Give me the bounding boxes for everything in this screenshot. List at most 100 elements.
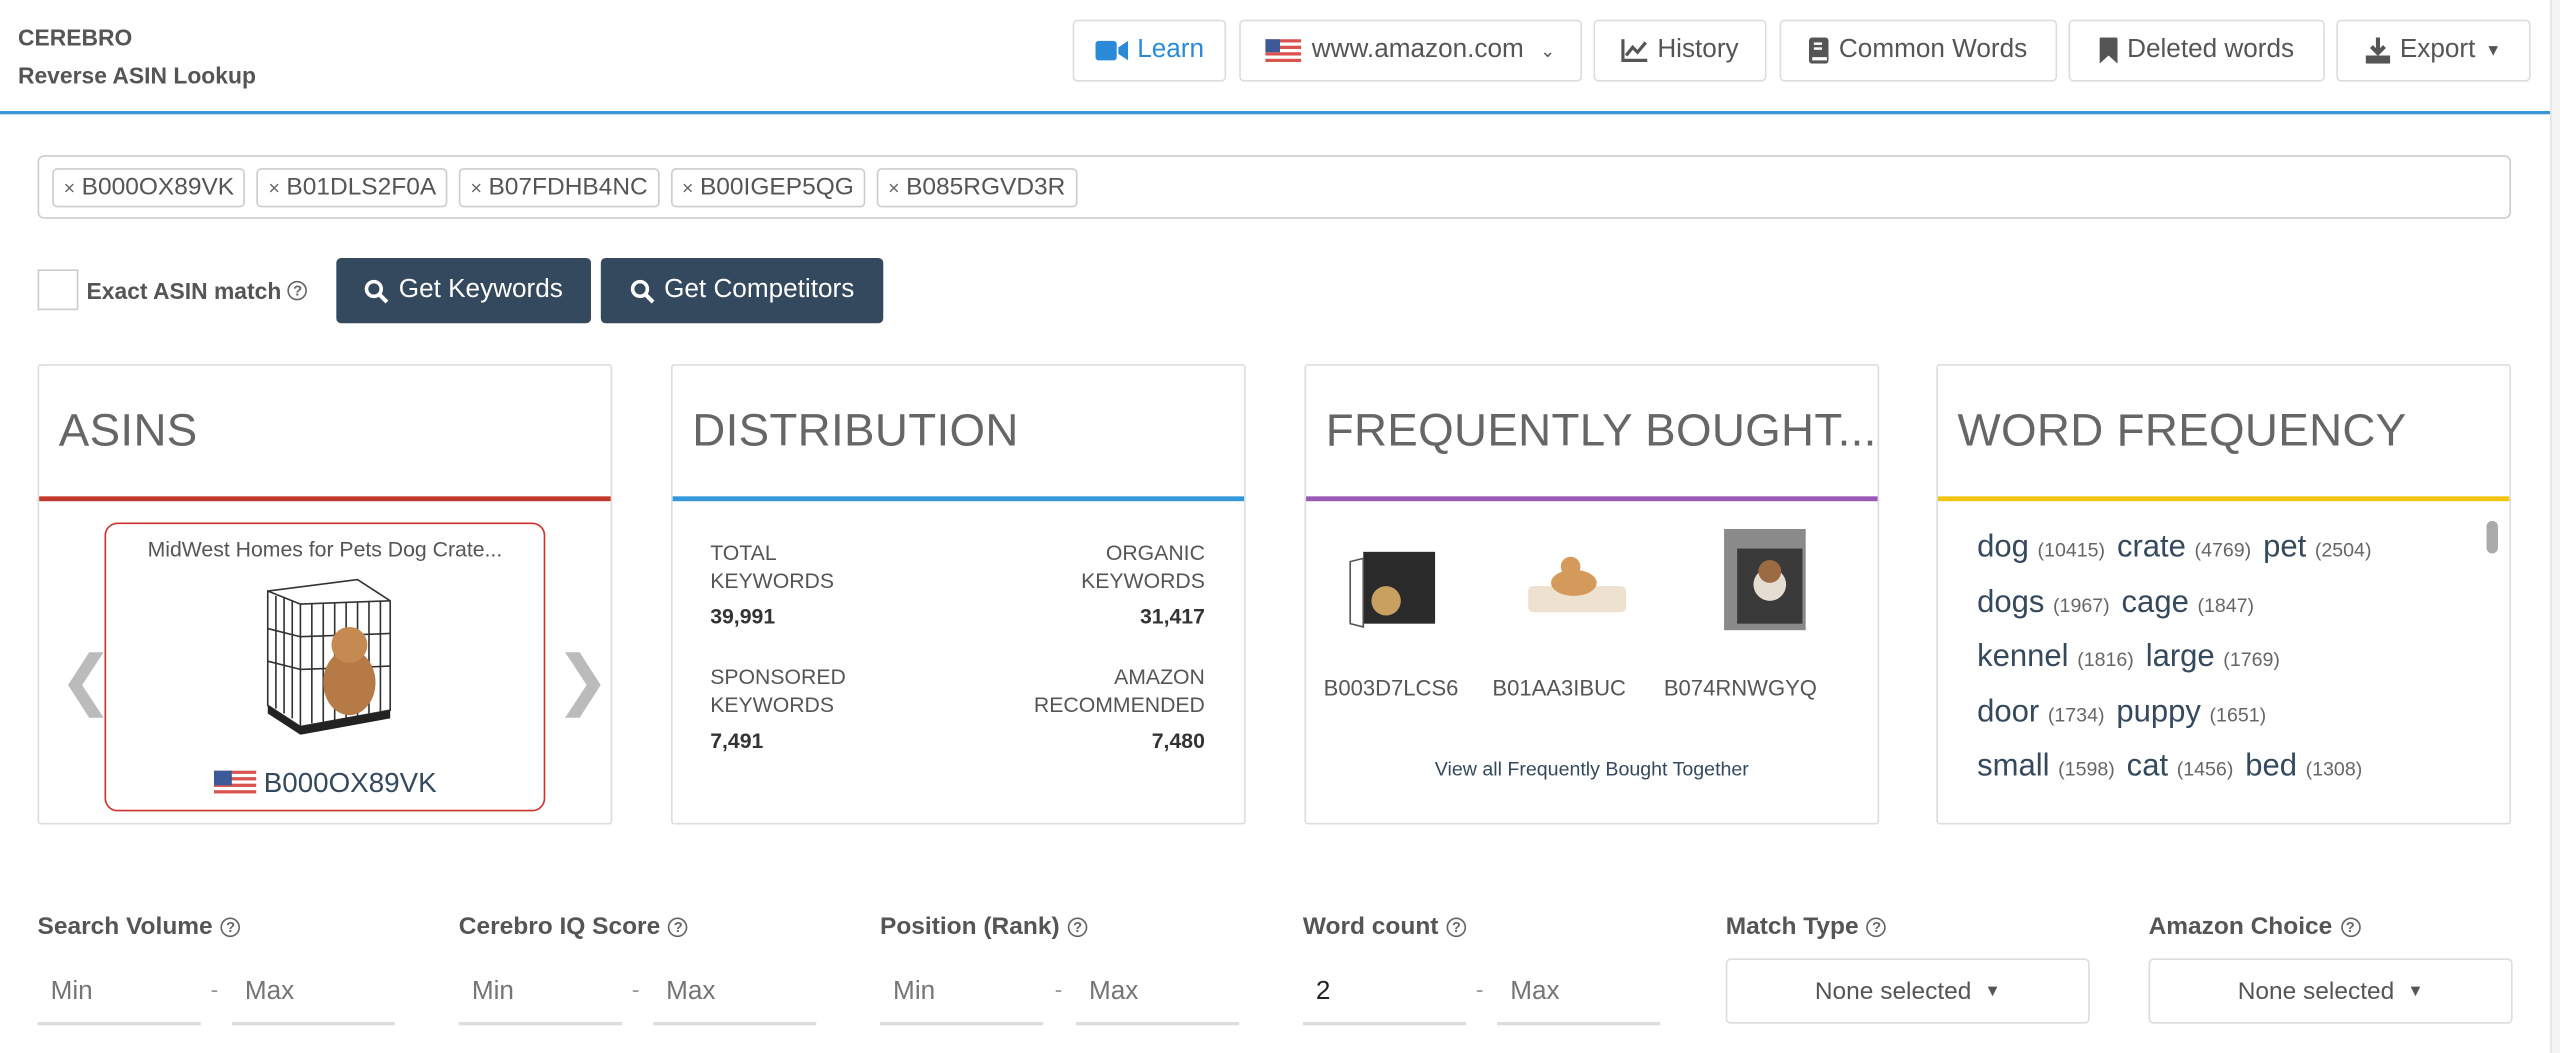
word[interactable]: dog (1977, 530, 2029, 565)
range-dash: - (631, 976, 640, 1003)
tag-label: B00IGEP5QG (699, 173, 854, 201)
position-max-input[interactable] (1075, 963, 1240, 1026)
range-dash: - (1054, 976, 1063, 1003)
word-count: (1967) (2053, 593, 2110, 617)
asin-product-tile[interactable]: MidWest Homes for Pets Dog Crate... B000… (104, 522, 546, 812)
card-title: FREQUENTLY BOUGHT... (1325, 404, 1877, 456)
word[interactable]: pet (2263, 530, 2307, 565)
view-all-fbt-link[interactable]: View all Frequently Bought Together (1434, 757, 1749, 781)
remove-tag-icon[interactable]: × (681, 175, 694, 199)
product-image-dog-bed[interactable] (1525, 553, 1629, 618)
asin-tag[interactable]: × B000OX89VK (52, 167, 246, 207)
help-icon[interactable]: ? (668, 916, 688, 937)
learn-button[interactable]: Learn (1072, 19, 1227, 82)
stat-value: 7,491 (710, 728, 764, 753)
help-icon[interactable]: ? (1067, 916, 1088, 937)
amazon-choice-select[interactable]: None selected ▼ (2148, 958, 2513, 1024)
product-title: MidWest Homes for Pets Dog Crate... (147, 537, 503, 562)
word-count: (1456) (2176, 757, 2234, 781)
match-type-select[interactable]: None selected ▼ (1725, 958, 2090, 1024)
asin-tag[interactable]: × B085RGVD3R (876, 167, 1077, 207)
word-count-filter-label: Word count? (1302, 912, 1467, 941)
stat-value: 7,480 (1151, 728, 1205, 753)
export-dropdown[interactable]: Export ▼ (2336, 19, 2531, 82)
word[interactable]: kennel (1977, 639, 2069, 675)
word-count: (10415) (2037, 538, 2106, 562)
help-icon[interactable]: ? (287, 280, 308, 301)
stat-label: KEYWORDS (710, 568, 835, 593)
filter-label-text: Amazon Choice (2148, 912, 2333, 941)
stat-label: ORGANIC (1105, 540, 1205, 565)
asin-tag[interactable]: × B01DLS2F0A (257, 167, 448, 207)
header-divider (0, 111, 2551, 115)
word-count: (1769) (2223, 648, 2280, 672)
word[interactable]: small (1977, 749, 2050, 784)
word-count: (1598) (2058, 757, 2115, 781)
deleted-words-label: Deleted words (2127, 35, 2295, 64)
word[interactable]: crate (2116, 530, 2186, 565)
page-scrollbar[interactable] (2550, 0, 2560, 1053)
word-list-scrollbar[interactable] (2486, 520, 2498, 554)
help-icon[interactable]: ? (220, 916, 241, 937)
help-icon[interactable]: ? (2340, 916, 2361, 937)
history-button[interactable]: History (1593, 19, 1767, 82)
help-icon[interactable]: ? (1446, 916, 1467, 937)
iq-score-max-input[interactable] (653, 963, 817, 1026)
stat-label: RECOMMENDED (1033, 692, 1205, 717)
word-count: (1651) (2209, 702, 2267, 726)
search-volume-min-input[interactable] (37, 963, 201, 1026)
stat-value: 31,417 (1139, 604, 1205, 629)
word[interactable]: door (1977, 694, 2040, 729)
marketplace-select[interactable]: www.amazon.com ⌄ (1239, 19, 1583, 82)
select-value: None selected (1814, 977, 1972, 1005)
chevron-left-icon[interactable]: ❮ (58, 644, 114, 717)
remove-tag-icon[interactable]: × (63, 175, 76, 199)
card-accent-bar (672, 496, 1245, 502)
frequently-bought-card: FREQUENTLY BOUGHT... B003D7LCS6 B01AA3IB… (1304, 364, 1880, 825)
filter-label-text: Word count (1302, 912, 1439, 941)
tag-label: B07FDHB4NC (488, 173, 648, 201)
position-min-input[interactable] (879, 963, 1044, 1026)
word[interactable]: large (2145, 639, 2215, 675)
fbt-asin[interactable]: B01AA3IBUC (1492, 675, 1626, 701)
chevron-right-icon[interactable]: ❯ (555, 644, 610, 717)
product-image-black-crate[interactable] (1347, 545, 1438, 636)
fbt-asin[interactable]: B074RNWGYQ (1663, 675, 1817, 701)
common-words-button[interactable]: Common Words (1779, 19, 2058, 82)
card-accent-bar (1306, 496, 1878, 502)
word-frequency-list: dog (10415) crate (4769) pet (2504) dogs… (1977, 522, 2467, 795)
word-count-min-input[interactable] (1302, 963, 1467, 1026)
history-label: History (1657, 35, 1739, 64)
word[interactable]: puppy (2116, 694, 2201, 729)
get-keywords-button[interactable]: Get Keywords (336, 257, 592, 324)
stat-label: KEYWORDS (710, 692, 835, 717)
word-count-max-input[interactable] (1497, 963, 1661, 1026)
help-icon[interactable]: ? (1866, 916, 1887, 937)
common-words-label: Common Words (1838, 35, 2028, 64)
asin-tag-input[interactable]: × B000OX89VK × B01DLS2F0A × B07FDHB4NC × B00… (37, 155, 2512, 219)
position-filter-label: Position (Rank)? (880, 913, 1088, 940)
exact-asin-match-checkbox[interactable] (37, 269, 79, 311)
remove-tag-icon[interactable]: × (888, 175, 900, 199)
word[interactable]: bed (2245, 749, 2297, 784)
fbt-asin[interactable]: B003D7LCS6 (1323, 675, 1459, 701)
product-image-patterned-crate[interactable] (1714, 526, 1812, 644)
iq-score-min-input[interactable] (458, 963, 623, 1026)
remove-tag-icon[interactable]: × (268, 175, 280, 199)
word-count: (1847) (2197, 593, 2255, 617)
word[interactable]: cage (2121, 585, 2189, 620)
chevron-down-icon: ⌄ (1540, 41, 1556, 62)
remove-tag-icon[interactable]: × (470, 175, 482, 199)
asin-tag[interactable]: × B00IGEP5QG (670, 167, 866, 207)
tag-label: B000OX89VK (81, 173, 235, 201)
match-type-filter-label: Match Type? (1726, 913, 1887, 940)
us-flag-icon (1266, 39, 1302, 63)
search-volume-max-input[interactable] (231, 963, 396, 1026)
deleted-words-button[interactable]: Deleted words (2068, 19, 2325, 82)
word[interactable]: cat (2126, 749, 2169, 784)
asin-tag[interactable]: × B07FDHB4NC (459, 167, 660, 207)
filter-label-text: Cerebro IQ Score (458, 912, 661, 941)
word[interactable]: dogs (1977, 585, 2045, 620)
get-competitors-button[interactable]: Get Competitors (600, 257, 884, 324)
bookmark-icon (2099, 37, 2118, 64)
